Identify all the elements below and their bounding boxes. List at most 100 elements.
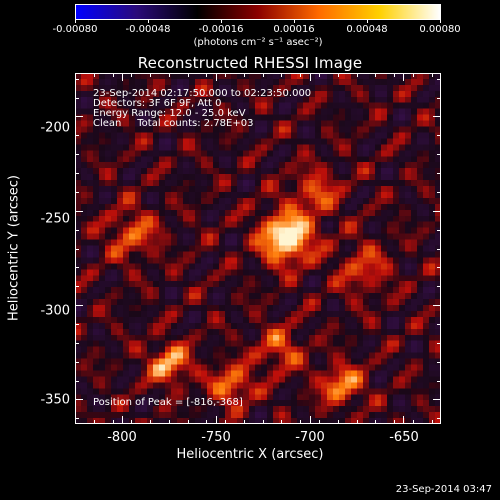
axis-tick xyxy=(150,73,151,77)
colorbar-tick xyxy=(367,19,368,23)
axis-tick xyxy=(216,416,217,424)
axis-tick xyxy=(375,73,376,77)
axis-tick xyxy=(122,73,123,81)
colorbar-units: (photons cm⁻² s⁻¹ asec⁻²) xyxy=(193,37,323,48)
axis-tick xyxy=(437,343,441,344)
axis-tick xyxy=(75,192,79,193)
axis-tick xyxy=(437,362,441,363)
axis-tick xyxy=(319,420,320,424)
axis-tick xyxy=(225,73,226,77)
axis-tick xyxy=(75,418,79,419)
time-range-text: 23-Sep-2014 02:17:50.000 to 02:23:50.000 xyxy=(93,88,312,99)
axis-tick xyxy=(437,418,441,419)
y-tick-label: -350 xyxy=(40,392,70,408)
axis-tick xyxy=(281,73,282,77)
colorbar-tick xyxy=(221,19,222,23)
axis-tick xyxy=(394,420,395,424)
x-tick-label: -700 xyxy=(295,430,325,445)
colorbar-tick-label: -0.00016 xyxy=(198,24,244,35)
axis-tick xyxy=(75,116,83,117)
axis-tick xyxy=(75,362,79,363)
axis-tick xyxy=(437,324,441,325)
axis-tick xyxy=(75,305,83,306)
x-tick-label: -800 xyxy=(107,430,137,445)
axis-tick xyxy=(216,73,217,81)
axis-tick xyxy=(319,73,320,77)
axis-tick xyxy=(437,154,441,155)
axis-tick xyxy=(75,73,76,77)
axis-tick xyxy=(437,286,441,287)
axis-tick xyxy=(338,420,339,424)
peak-position-text: Position of Peak = [-816,-368] xyxy=(93,397,243,408)
colorbar-tick xyxy=(148,19,149,23)
y-tick-label: -200 xyxy=(40,120,70,136)
axis-tick xyxy=(75,420,76,424)
axis-tick xyxy=(403,73,404,81)
axis-tick xyxy=(75,286,79,287)
axis-tick xyxy=(244,420,245,424)
axis-tick xyxy=(394,73,395,77)
axis-tick xyxy=(432,73,433,77)
axis-tick xyxy=(75,173,79,174)
plot-date: 23-Sep-2014 03:47 xyxy=(395,484,492,495)
axis-tick xyxy=(131,73,132,77)
y-tick-label: -300 xyxy=(40,303,70,319)
y-tick-label: -250 xyxy=(40,211,70,227)
axis-tick xyxy=(188,73,189,77)
axis-tick xyxy=(437,230,441,231)
axis-tick xyxy=(75,267,79,268)
axis-tick xyxy=(75,154,79,155)
detectors-text: Detectors: 3F 6F 9F, Att 0 xyxy=(93,98,222,109)
axis-tick xyxy=(437,381,441,382)
colorbar-tick xyxy=(294,19,295,23)
axis-tick xyxy=(113,73,114,77)
axis-tick xyxy=(75,324,79,325)
axis-tick xyxy=(206,420,207,424)
axis-tick xyxy=(169,420,170,424)
energy-range-text: Energy Range: 12.0 - 25.0 keV xyxy=(93,108,246,119)
axis-tick xyxy=(437,98,441,99)
axis-tick xyxy=(75,399,83,400)
axis-tick xyxy=(75,230,79,231)
y-axis-label: Heliocentric Y (arcsec) xyxy=(6,175,22,321)
colorbar-tick-label: 0.00016 xyxy=(273,24,315,35)
axis-tick xyxy=(122,416,123,424)
colorbar-tick xyxy=(75,19,76,23)
axis-tick xyxy=(437,79,441,80)
axis-tick xyxy=(357,73,358,77)
colorbar-tick xyxy=(440,19,441,23)
axis-tick xyxy=(437,267,441,268)
axis-tick xyxy=(433,399,441,400)
x-tick-label: -750 xyxy=(201,430,231,445)
axis-tick xyxy=(75,343,79,344)
colorbar xyxy=(75,4,441,20)
axis-tick xyxy=(310,416,311,424)
axis-tick xyxy=(75,79,79,80)
axis-tick xyxy=(75,249,79,250)
axis-tick xyxy=(206,73,207,77)
axis-tick xyxy=(94,420,95,424)
axis-tick xyxy=(75,98,79,99)
axis-tick xyxy=(413,420,414,424)
axis-tick xyxy=(403,416,404,424)
axis-tick xyxy=(113,420,114,424)
axis-tick xyxy=(413,73,414,77)
colorbar-tick-label: 0.00080 xyxy=(419,24,461,35)
colorbar-tick-label: -0.00080 xyxy=(52,24,98,35)
axis-tick xyxy=(433,211,441,212)
axis-tick xyxy=(169,73,170,77)
plot-frame xyxy=(75,73,441,424)
axis-tick xyxy=(300,420,301,424)
axis-tick xyxy=(225,420,226,424)
axis-tick xyxy=(300,73,301,77)
axis-tick xyxy=(437,249,441,250)
axis-tick xyxy=(310,73,311,81)
colorbar-tick-label: 0.00048 xyxy=(346,24,388,35)
axis-tick xyxy=(263,73,264,77)
axis-tick xyxy=(75,211,83,212)
axis-tick xyxy=(357,420,358,424)
x-axis-label: Heliocentric X (arcsec) xyxy=(176,447,324,462)
colorbar-tick-label: -0.00048 xyxy=(125,24,171,35)
axis-tick xyxy=(338,73,339,77)
axis-tick xyxy=(244,73,245,77)
